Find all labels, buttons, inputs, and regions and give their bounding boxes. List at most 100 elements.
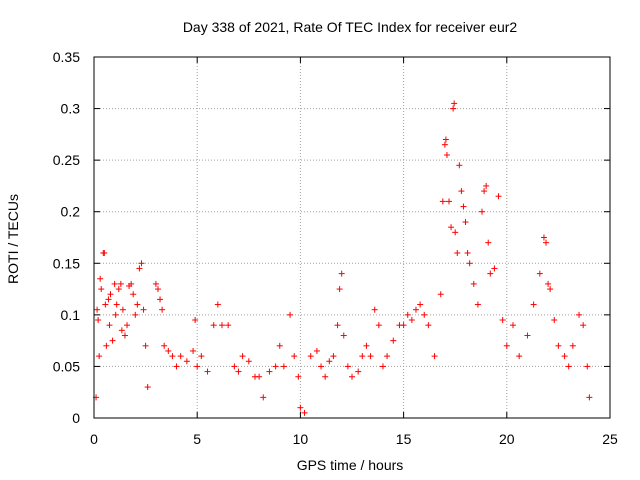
data-point [338, 270, 345, 277]
y-tick-label: 0.25 [53, 152, 80, 168]
data-point [336, 286, 343, 293]
data-point [313, 347, 320, 354]
data-point [543, 239, 550, 246]
data-point [231, 363, 238, 370]
data-point [192, 317, 199, 324]
data-point [417, 301, 424, 308]
data-point [291, 353, 298, 360]
plot-border [93, 56, 611, 419]
data-point [106, 322, 113, 329]
data-point [451, 100, 458, 107]
data-point [210, 322, 217, 329]
data-point [516, 353, 523, 360]
data-point [134, 301, 141, 308]
y-tick-label: 0.2 [61, 204, 81, 220]
data-point [326, 358, 333, 365]
data-point [540, 234, 547, 241]
data-point [586, 394, 593, 401]
data-point [464, 249, 471, 256]
data-point [355, 368, 362, 375]
data-point [479, 208, 486, 215]
data-point [173, 363, 180, 370]
data-point [103, 342, 110, 349]
data-point [204, 368, 211, 375]
data-point [107, 291, 114, 298]
data-point [390, 337, 397, 344]
y-tick-label: 0.05 [53, 358, 80, 374]
data-point [95, 317, 102, 324]
data-point [117, 280, 124, 287]
data-point [448, 224, 455, 231]
data-point [165, 347, 172, 354]
data-point [119, 306, 126, 313]
data-point [161, 342, 168, 349]
data-point [443, 151, 450, 158]
x-tick-label: 25 [602, 431, 618, 447]
data-point [94, 306, 101, 313]
data-point [503, 342, 510, 349]
y-tick-label: 0.35 [53, 49, 80, 65]
data-point [218, 322, 225, 329]
data-point [454, 249, 461, 256]
data-point [340, 332, 347, 339]
data-point [363, 342, 370, 349]
data-point [136, 265, 143, 272]
data-point [102, 301, 109, 308]
y-tick-label: 0.1 [61, 307, 81, 323]
data-point [491, 265, 498, 272]
data-point [272, 363, 279, 370]
data-point [561, 353, 568, 360]
data-point [530, 301, 537, 308]
data-point [371, 306, 378, 313]
data-point [404, 311, 411, 318]
data-point [112, 311, 119, 318]
data-point [157, 296, 164, 303]
data-point [256, 373, 263, 380]
data-point [128, 280, 135, 287]
data-point [287, 311, 294, 318]
data-point [551, 317, 558, 324]
tick-labels: 0 5 10 15 20 25 0 0.05 0.1 0.15 0.2 0.25 0.3 0.35 [53, 49, 618, 447]
data-point [109, 337, 116, 344]
data-point [98, 286, 105, 293]
data-point [547, 286, 554, 293]
data-point [576, 311, 583, 318]
data-point [495, 193, 502, 200]
data-point [144, 384, 151, 391]
data-point [132, 311, 139, 318]
data-point [183, 358, 190, 365]
data-point [466, 260, 473, 267]
data-point [190, 347, 197, 354]
data-point [276, 342, 283, 349]
data-point [580, 322, 587, 329]
data-point [225, 322, 232, 329]
data-point [154, 286, 161, 293]
data-point [458, 188, 465, 195]
data-point [318, 363, 325, 370]
data-point [159, 306, 166, 313]
data-point [235, 368, 242, 375]
data-point [408, 317, 415, 324]
data-point [367, 353, 374, 360]
data-point [431, 353, 438, 360]
data-point [450, 105, 457, 112]
data-point [152, 280, 159, 287]
data-point [301, 409, 308, 416]
y-tick-label: 0.15 [53, 255, 80, 271]
data-point [105, 296, 112, 303]
data-point [245, 358, 252, 365]
data-point [260, 394, 267, 401]
data-point [474, 301, 481, 308]
data-point [421, 311, 428, 318]
data-point [400, 322, 407, 329]
data-point [412, 306, 419, 313]
data-point [124, 322, 131, 329]
data-point [295, 373, 302, 380]
data-point [169, 353, 176, 360]
data-point [536, 270, 543, 277]
data-point [584, 363, 591, 370]
data-point [307, 353, 314, 360]
data-point [280, 363, 287, 370]
chart-title: Day 338 of 2021, Rate Of TEC Index for r… [183, 19, 518, 35]
x-tick-label: 10 [293, 431, 309, 447]
